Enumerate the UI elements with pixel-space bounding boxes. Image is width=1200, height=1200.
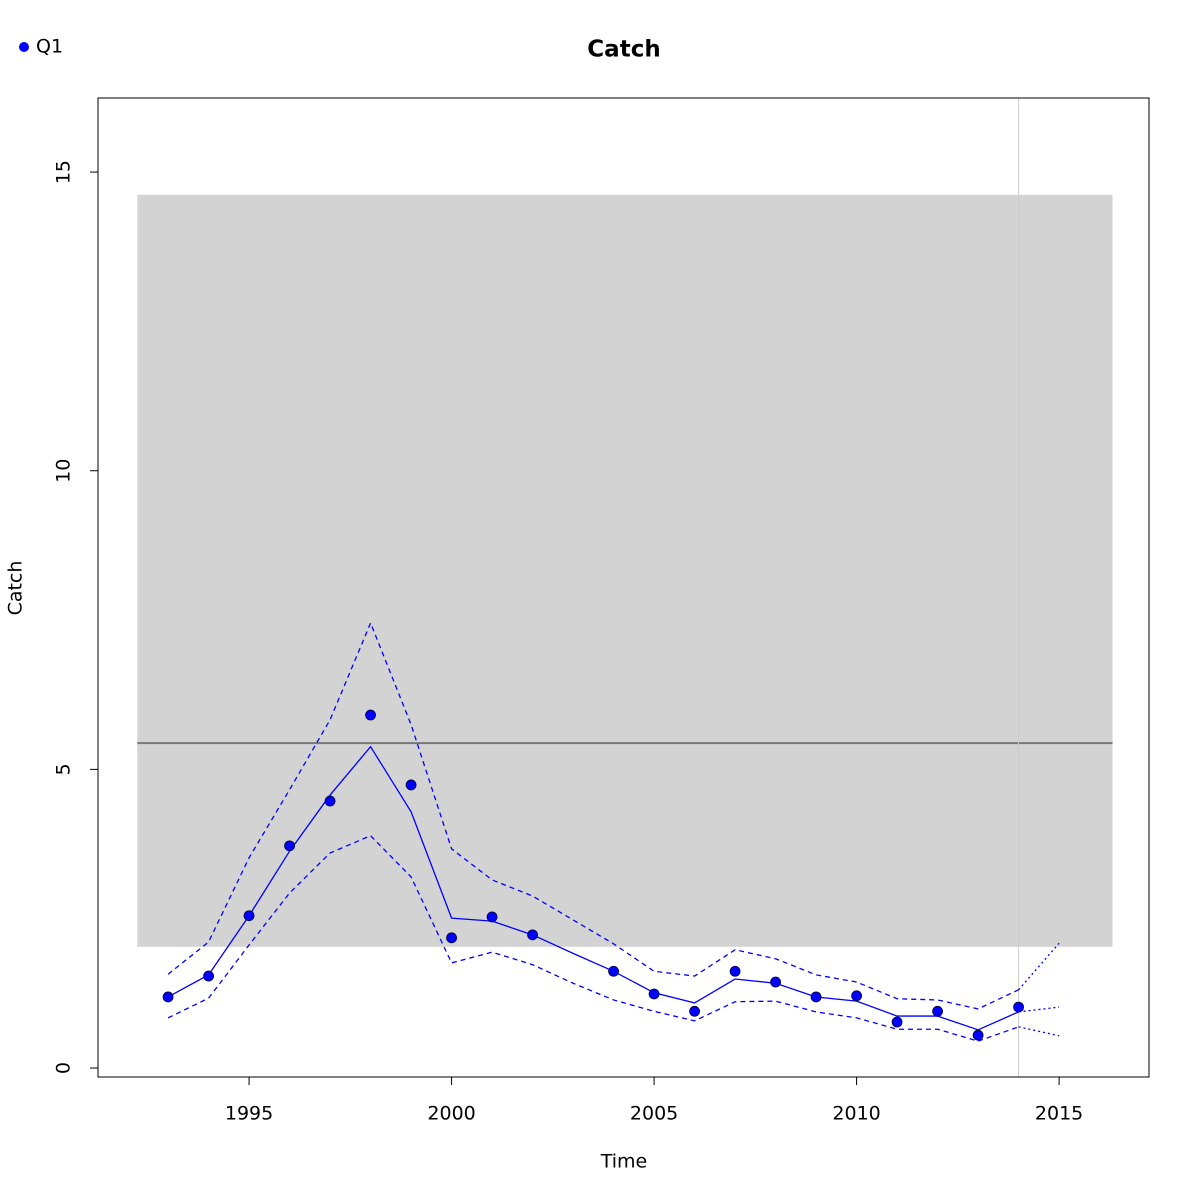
- data-point: [770, 976, 781, 988]
- fit-line: [1018, 1006, 1060, 1013]
- data-point: [689, 1005, 700, 1017]
- y-tick-label: 15: [53, 160, 75, 184]
- data-point: [972, 1029, 984, 1041]
- upper-line: [167, 621, 1019, 1010]
- data-point: [203, 970, 214, 982]
- legend-label: Q1: [36, 36, 63, 58]
- y-tick-label: 0: [53, 1062, 75, 1074]
- data-point: [365, 709, 376, 721]
- fit-line: [167, 745, 1019, 1031]
- x-tick-label: 2015: [1035, 1103, 1083, 1125]
- data-point: [932, 1005, 943, 1017]
- data-point: [446, 932, 457, 944]
- y-tick-label: 5: [53, 763, 75, 775]
- y-tick-label: 10: [53, 459, 75, 483]
- data-point: [648, 988, 660, 1000]
- lower-line: [1018, 1026, 1060, 1037]
- legend-marker: [19, 42, 29, 52]
- data-point: [810, 991, 822, 1003]
- data-point: [608, 965, 619, 977]
- data-point: [1013, 1001, 1024, 1013]
- data-point: [527, 929, 538, 941]
- x-tick-label: 2010: [832, 1103, 880, 1125]
- data-point: [891, 1016, 903, 1028]
- x-tick-label: 1995: [225, 1103, 273, 1125]
- data-point: [162, 991, 174, 1003]
- data-point: [284, 840, 295, 852]
- data-point: [729, 965, 741, 977]
- chart-title: Catch: [587, 37, 660, 63]
- data-point: [324, 795, 336, 807]
- data-point: [851, 990, 862, 1002]
- x-tick-label: 2005: [630, 1103, 678, 1125]
- reference-band: [137, 194, 1113, 947]
- x-tick-label: 2000: [427, 1103, 475, 1125]
- lower-line: [167, 834, 1019, 1042]
- data-point: [486, 911, 498, 923]
- y-axis-label: Catch: [5, 561, 27, 616]
- x-axis-label: Time: [600, 1151, 648, 1173]
- data-point: [243, 910, 255, 922]
- data-point: [405, 779, 417, 791]
- upper-line: [1018, 942, 1060, 991]
